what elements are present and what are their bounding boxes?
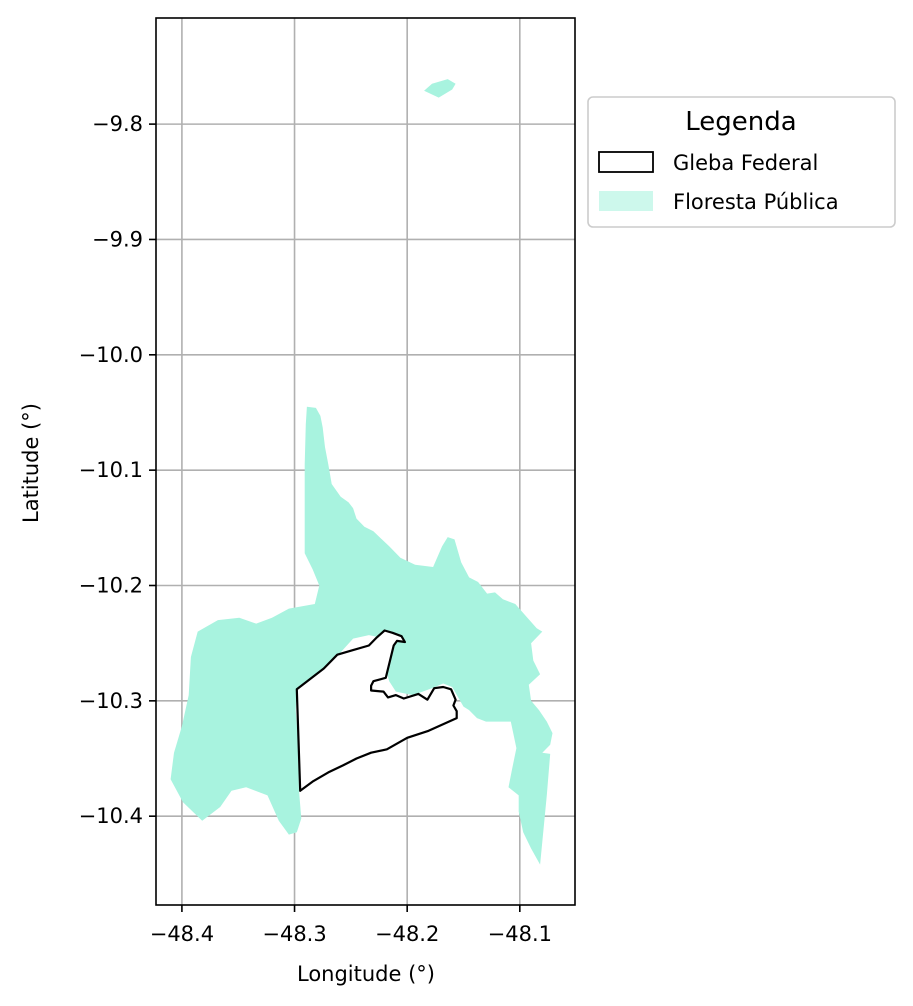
y-tick-label: −9.8 <box>92 112 143 136</box>
legend: Legenda Gleba Federal Floresta Pública <box>587 96 896 228</box>
y-tick-label: −10.2 <box>79 573 143 597</box>
x-tick-label: −48.1 <box>488 922 552 946</box>
legend-box <box>587 96 896 228</box>
x-axis-title: Longitude (°) <box>297 962 435 986</box>
y-axis-title: Latitude (°) <box>19 403 43 523</box>
y-tick-label: −10.0 <box>79 343 143 367</box>
legend-title: Legenda <box>685 107 796 137</box>
gleba-federal-polygon <box>295 629 458 792</box>
y-tick-label: −10.3 <box>79 689 143 713</box>
floresta-publica-polygon <box>170 406 553 865</box>
floresta-publica-polygon <box>424 79 456 98</box>
axes-frame <box>155 17 576 906</box>
x-axis-ticks: −48.4 −48.3 −48.2 −48.1 <box>150 905 552 946</box>
x-tick-label: −48.3 <box>262 922 326 946</box>
gleba-federal-layer <box>295 629 458 792</box>
y-tick-label: −9.9 <box>92 227 143 251</box>
legend-swatch-gleba-federal <box>598 151 654 173</box>
y-tick-label: −10.4 <box>79 804 143 828</box>
x-tick-label: −48.2 <box>375 922 439 946</box>
y-tick-label: −10.1 <box>79 458 143 482</box>
legend-label-floresta-publica: Floresta Pública <box>673 190 839 214</box>
x-tick-label: −48.4 <box>150 922 214 946</box>
y-axis-ticks: −9.8 −9.9 −10.0 −10.1 −10.2 −10.3 −10.4 <box>79 112 156 828</box>
legend-label-gleba-federal: Gleba Federal <box>673 151 818 175</box>
floresta-publica-layer <box>170 79 553 865</box>
legend-swatch-floresta-publica <box>599 191 653 211</box>
